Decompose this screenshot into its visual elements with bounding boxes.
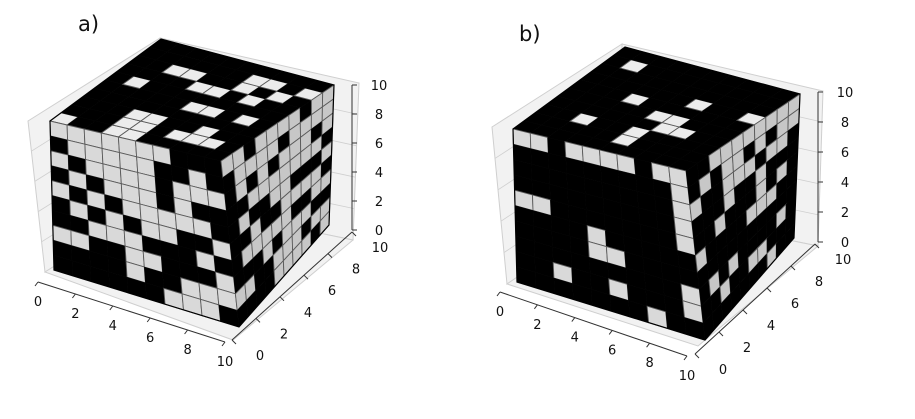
panel-a-z-tick-label: 0 — [375, 224, 383, 239]
panel-b: 0 2 4 6 8 10 0 2 4 6 8 10 0 2 4 6 8 10 b) — [491, 22, 853, 384]
panel-b-y-axis — [694, 243, 816, 355]
panel-a-label: a) — [78, 12, 99, 36]
panel-a-y-axis — [231, 231, 353, 341]
panel-b-z-tick-label: 10 — [837, 86, 854, 101]
panel-a-z-tick-label: 6 — [375, 137, 383, 152]
panel-b-y-tick — [694, 353, 700, 359]
panel-b-axes: 0 2 4 6 8 10 0 2 4 6 8 10 0 2 4 6 8 10 — [496, 86, 853, 384]
panel-a-x-tick — [184, 329, 189, 335]
panel-a-x-tick-label: 2 — [71, 307, 79, 322]
panel-a-y-tick-label: 8 — [352, 263, 360, 278]
panel-a: 0 2 4 6 8 10 0 2 4 6 8 10 0 2 4 6 8 10 a) — [27, 12, 388, 370]
panel-a-x-tick-label: 0 — [34, 295, 42, 310]
panel-a-x-tick — [221, 341, 226, 347]
panel-b-z-tick-label: 2 — [841, 206, 849, 221]
panel-a-y-tick-label: 4 — [304, 306, 312, 321]
panel-a-y-tick-label: 0 — [256, 349, 264, 364]
panel-a-x-tick — [34, 281, 39, 287]
panel-a-z-tick-label: 10 — [371, 79, 388, 94]
panel-a-y-tick-label: 6 — [328, 284, 336, 299]
panel-b-y-tick — [790, 265, 796, 271]
panel-b-y-tick-label: 10 — [835, 253, 852, 268]
panel-a-cube-outline — [49, 38, 335, 328]
panel-b-x-tick — [571, 317, 576, 322]
panel-b-y-tick — [766, 287, 772, 293]
panel-a-x-tick — [109, 305, 114, 311]
panel-b-x-tick — [646, 342, 650, 348]
panel-b-cube-outline — [512, 46, 801, 341]
panel-b-x-tick — [608, 330, 613, 335]
panel-b-x-tick-label: 2 — [533, 318, 541, 333]
panel-b-x-tick — [496, 291, 501, 297]
panel-a-voxels — [48, 38, 335, 328]
panel-b-y-tick — [742, 309, 748, 315]
panel-a-x-axis — [37, 281, 226, 343]
panel-a-y-tick — [351, 231, 357, 237]
panel-a-y-tick — [231, 339, 237, 345]
panel-b-x-tick-label: 8 — [645, 356, 653, 371]
panel-a-y-tick-label: 2 — [280, 327, 288, 342]
panel-a-x-tick-label: 6 — [146, 331, 154, 346]
panel-a-y-tick — [279, 296, 285, 302]
panel-b-z-tick-label: 6 — [841, 146, 849, 161]
panel-b-x-tick-label: 6 — [608, 343, 616, 358]
panel-b-x-tick — [534, 304, 538, 310]
panel-a-y-tick-label: 10 — [372, 241, 389, 256]
panel-a-z-tick-label: 2 — [375, 195, 383, 210]
panel-b-y-tick-label: 6 — [791, 297, 799, 312]
panel-b-y-tick-label: 4 — [767, 319, 775, 334]
panel-a-x-tick-label: 8 — [183, 343, 191, 358]
panel-b-x-tick-label: 4 — [571, 331, 579, 346]
panel-a-x-tick-label: 4 — [109, 319, 117, 334]
panel-b-x-tick-label: 10 — [679, 369, 696, 384]
panel-b-y-tick-label: 0 — [719, 363, 727, 378]
panel-a-x-tick — [72, 293, 76, 299]
panel-a-x-tick-label: 10 — [217, 355, 234, 370]
panel-a-x-tick — [146, 317, 151, 323]
panel-a-y-tick — [303, 274, 309, 280]
panel-b-z-tick-label: 0 — [841, 236, 849, 251]
panel-b-voxels — [512, 46, 801, 341]
panel-b-x-tick — [683, 355, 688, 361]
panel-b-y-tick-label: 8 — [815, 275, 823, 290]
panel-b-y-tick — [718, 331, 724, 337]
panel-b-z-tick-label: 8 — [841, 116, 849, 131]
panel-b-z-tick-label: 4 — [841, 176, 849, 191]
panel-b-x-axis — [499, 291, 688, 357]
panel-b-y-tick-label: 2 — [743, 341, 751, 356]
panel-b-y-tick — [814, 243, 820, 249]
panel-a-y-tick — [327, 253, 333, 258]
panel-a-y-tick — [255, 318, 261, 323]
panel-b-x-tick-label: 0 — [496, 305, 504, 320]
panel-a-axes: 0 2 4 6 8 10 0 2 4 6 8 10 0 2 4 6 8 10 — [34, 79, 388, 370]
panel-a-z-tick-label: 4 — [375, 166, 383, 181]
panel-b-label: b) — [519, 22, 541, 46]
panel-a-z-tick-label: 8 — [375, 108, 383, 123]
